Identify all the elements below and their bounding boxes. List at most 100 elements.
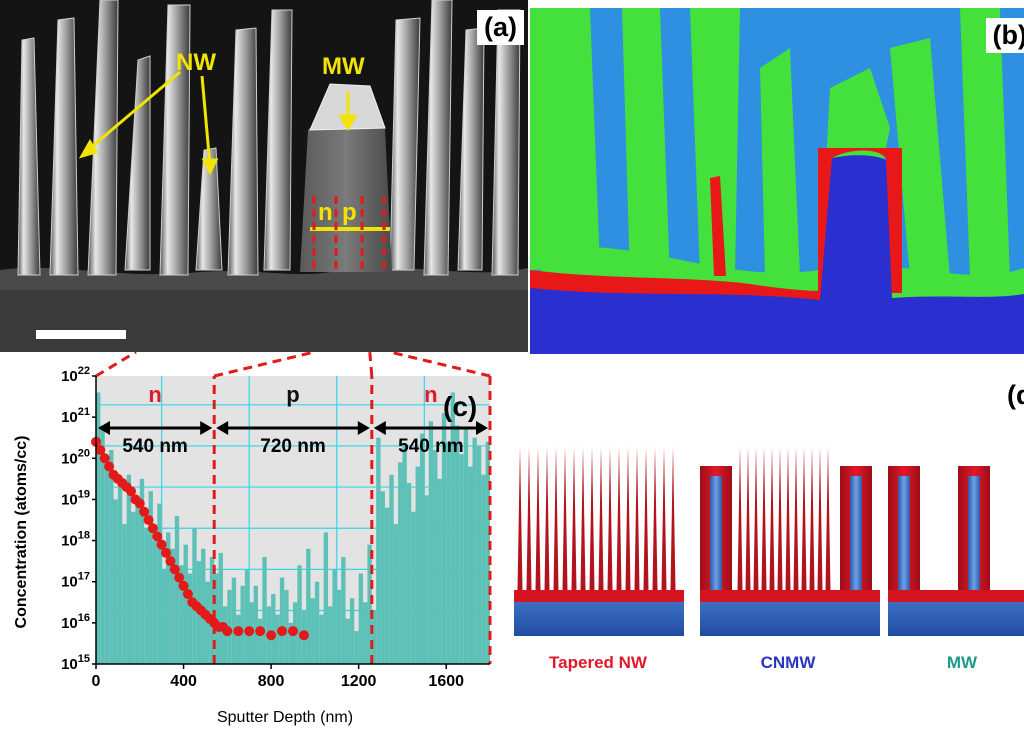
nanowire-spike xyxy=(517,446,523,590)
nanowire-spike xyxy=(580,446,586,590)
bar xyxy=(459,454,464,664)
nanowire-spike xyxy=(801,446,807,590)
y-tick-label: 1018 xyxy=(61,530,90,550)
bar xyxy=(349,598,355,664)
bar xyxy=(236,614,241,664)
bar xyxy=(179,565,184,664)
bar xyxy=(275,614,280,664)
marker xyxy=(161,547,172,558)
bar xyxy=(328,606,333,664)
chart-axes: 1015 1016 1017 1018 1019 1020 1021 1022 0 400 800 1… xyxy=(61,365,490,690)
arrow-head xyxy=(357,421,370,435)
bar xyxy=(354,631,359,664)
nanowire-spike xyxy=(616,446,622,590)
y-tick-label: 1022 xyxy=(61,365,90,385)
composition-map-panel: (b) xyxy=(530,8,1024,354)
bar xyxy=(319,614,324,664)
bar xyxy=(332,569,337,664)
y-tick-label: 1020 xyxy=(61,447,90,467)
bar xyxy=(192,528,197,664)
marker xyxy=(152,531,163,542)
y-tick-label: 1021 xyxy=(61,406,90,426)
sem-image-panel: NW MW n p (a) xyxy=(0,0,528,352)
bar xyxy=(450,392,455,664)
bar xyxy=(367,544,372,664)
marker xyxy=(99,453,110,464)
bar xyxy=(271,594,276,664)
bar xyxy=(437,478,442,664)
bar xyxy=(323,532,329,664)
width-label: 540 nm xyxy=(398,436,463,457)
n-region-label: n xyxy=(318,199,333,226)
nanowire-spike xyxy=(544,446,550,590)
bar xyxy=(122,524,127,664)
marker xyxy=(178,580,189,591)
x-tick-label: 1200 xyxy=(341,673,377,690)
bar xyxy=(363,602,368,664)
mw-schematic xyxy=(888,466,1024,636)
region-label: p xyxy=(286,382,299,407)
bar xyxy=(170,548,175,664)
arrow-head xyxy=(98,421,110,435)
marker xyxy=(255,626,266,637)
panel-b-label: (b) xyxy=(985,18,1024,53)
bar xyxy=(424,495,429,664)
chart-markers xyxy=(91,436,309,641)
zoom-line xyxy=(95,352,137,378)
bar xyxy=(389,474,394,664)
sem-image: NW MW n p xyxy=(0,0,528,352)
bar xyxy=(336,589,342,664)
bar xyxy=(376,437,381,664)
bar xyxy=(117,478,123,664)
x-tick-label: 400 xyxy=(170,673,197,690)
bar xyxy=(218,552,223,664)
bar xyxy=(441,413,447,664)
zoom-line xyxy=(389,352,491,378)
bar xyxy=(96,392,101,664)
bar xyxy=(371,610,377,664)
nanowire-spike xyxy=(777,446,783,590)
marker xyxy=(288,626,298,637)
bar xyxy=(257,618,263,664)
bar xyxy=(485,441,490,664)
nanowire-spike xyxy=(607,446,613,590)
bar xyxy=(314,581,320,664)
marker xyxy=(266,630,277,641)
bar xyxy=(113,499,118,664)
bar xyxy=(476,445,482,664)
marker xyxy=(147,523,158,534)
y-axis-label: Concentration (atoms/cc) xyxy=(13,436,30,629)
bar xyxy=(284,589,289,664)
scale-bar xyxy=(36,330,126,339)
nanowire-spike xyxy=(634,446,640,590)
nanowire-spike xyxy=(562,446,568,590)
cnmw-label: CNMW xyxy=(761,653,817,672)
nanowire-spike xyxy=(589,446,595,590)
bar xyxy=(398,462,403,664)
nanowire-spike xyxy=(809,446,815,590)
nanowire-spike xyxy=(769,446,775,590)
p-region-label: p xyxy=(342,199,357,226)
bar xyxy=(144,528,149,664)
tapered-nw-schematic xyxy=(514,446,684,636)
bar xyxy=(310,598,315,664)
marker xyxy=(156,539,167,550)
nanowire-spike xyxy=(652,446,658,590)
bar xyxy=(358,573,364,664)
zoom-line xyxy=(213,352,315,378)
marker xyxy=(139,506,150,517)
bar xyxy=(419,433,425,664)
nanowires xyxy=(17,0,521,276)
marker xyxy=(182,589,193,600)
map-red-regions xyxy=(530,148,902,300)
bar xyxy=(109,450,114,664)
nanowire-spike xyxy=(745,446,751,590)
nanowire-spike xyxy=(571,446,577,590)
mw-label: MW xyxy=(322,53,365,80)
bar xyxy=(187,573,193,664)
arrow-head xyxy=(476,421,488,435)
marker xyxy=(134,498,145,509)
y-tick-label: 1017 xyxy=(61,571,90,591)
region-label: n xyxy=(424,382,437,407)
bar xyxy=(262,557,267,664)
